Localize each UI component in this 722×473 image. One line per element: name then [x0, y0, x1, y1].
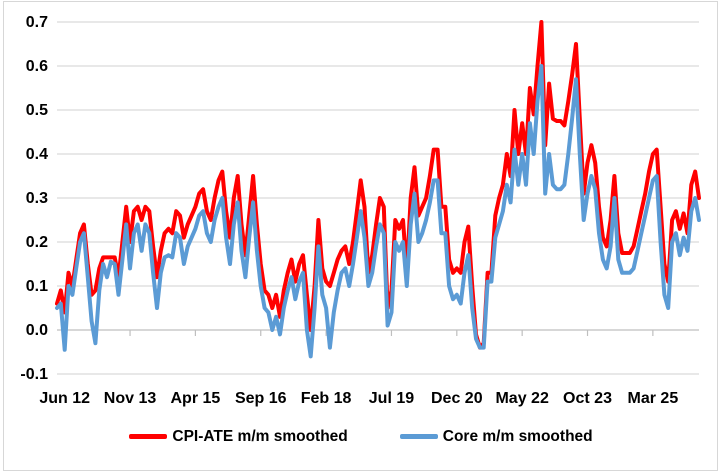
legend-label-cpi-ate: CPI-ATE m/m smoothed: [172, 428, 348, 445]
cpi-ate-series-line: [55, 20, 701, 350]
cpi-ate-line-swatch: [129, 434, 168, 440]
core-line-swatch: [399, 434, 438, 440]
core-series-line: [55, 64, 701, 359]
y-axis-tick-label: 0.1: [26, 278, 48, 295]
y-axis-tick-label: 0.0: [26, 322, 48, 339]
x-axis-tick-label: Mar 25: [628, 390, 679, 407]
y-axis-tick-label: 0.2: [26, 234, 48, 251]
y-axis-tick-label: -0.1: [20, 366, 48, 383]
x-axis-tick-label: Apr 15: [170, 390, 220, 407]
y-axis-tick-label: 0.3: [26, 190, 48, 207]
y-axis-tick-label: 0.6: [26, 58, 48, 75]
x-axis-tick-label: Jun 12: [39, 390, 90, 407]
x-axis-tick-label: Dec 20: [431, 390, 483, 407]
legend-item-cpi-ate: CPI-ATE m/m smoothed: [129, 428, 348, 445]
y-axis-tick-label: 0.5: [26, 102, 48, 119]
y-axis-tick-label: 0.7: [26, 14, 48, 31]
legend-item-core: Core m/m smoothed: [399, 428, 593, 445]
x-axis-tick-label: Feb 18: [301, 390, 352, 407]
legend-label-core: Core m/m smoothed: [442, 428, 593, 445]
x-axis-tick-label: Jul 19: [369, 390, 414, 407]
y-axis-tick-label: 0.4: [26, 146, 48, 163]
x-axis-tick-label: Nov 13: [104, 390, 157, 407]
legend: CPI-ATE m/m smoothed Core m/m smoothed: [0, 429, 722, 445]
x-axis-tick-label: May 22: [495, 390, 548, 407]
x-axis-tick-label: Sep 16: [235, 390, 287, 407]
x-axis-tick-label: Oct 23: [563, 390, 612, 407]
